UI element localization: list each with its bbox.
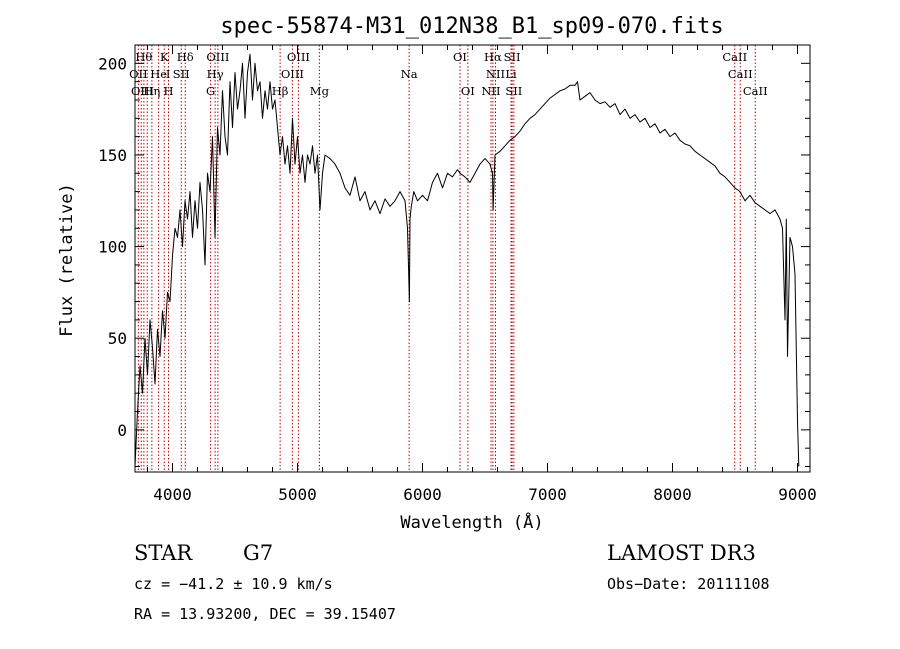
emission-line-label: OIII	[206, 50, 229, 64]
emission-line-label: SII	[504, 50, 521, 64]
emission-line-label: Hθ	[135, 50, 152, 64]
emission-line-label: OIII	[131, 84, 154, 98]
emission-line-label: Hγ	[207, 67, 224, 81]
emission-line-label: Hη	[143, 84, 160, 98]
redshift-readout: cz = −41.2 ± 10.9 km/s	[134, 575, 333, 593]
emission-line-label: OI	[453, 50, 467, 64]
emission-line-label: OIII	[281, 67, 304, 81]
emission-line-label: Mg	[310, 84, 330, 98]
y-tick-label: 150	[98, 146, 127, 165]
spectrum-series-line	[134, 53, 800, 467]
emission-line-label: OIII	[287, 50, 310, 64]
x-tick-label: 4000	[153, 485, 192, 504]
x-axis-ticks: 4000 5000 6000 7000 8000 9000	[147, 45, 817, 504]
emission-line-label: I	[166, 67, 171, 81]
emission-line-label: G	[206, 84, 215, 98]
emission-line-label: H	[163, 84, 173, 98]
emission-line-label: CaII	[743, 84, 768, 98]
object-class: STAR	[134, 541, 193, 565]
object-subclass: G7	[243, 541, 273, 565]
emission-line-label: SII	[173, 67, 190, 81]
y-axis-ticks: 0 50 100 150 200	[98, 54, 810, 468]
chart-title: spec-55874-M31_012N38_B1_sp09-070.fits	[220, 14, 723, 39]
ra-dec-readout: RA = 13.93200, DEC = 39.15407	[134, 605, 396, 623]
emission-line-label: K	[160, 50, 169, 64]
y-axis-label: Flux (relative)	[57, 183, 77, 337]
y-tick-label: 100	[98, 238, 127, 257]
x-tick-label: 7000	[528, 485, 567, 504]
x-tick-label: 6000	[403, 485, 442, 504]
x-tick-label: 8000	[653, 485, 692, 504]
emission-line-label: Hδ	[177, 50, 194, 64]
x-tick-label: 9000	[778, 485, 817, 504]
emission-line-label: OII	[129, 67, 148, 81]
emission-line-label: NII	[481, 84, 500, 98]
obs-date: Obs−Date: 20111108	[607, 575, 770, 593]
y-tick-label: 200	[98, 54, 127, 73]
emission-line-label: Li	[505, 67, 517, 81]
x-tick-label: 5000	[278, 485, 317, 504]
emission-line-label: He	[150, 67, 167, 81]
emission-line-label: SII	[505, 84, 522, 98]
y-tick-label: 0	[117, 421, 127, 440]
emission-line-label: NII	[486, 67, 505, 81]
emission-line-label: Hα	[484, 50, 502, 64]
emission-line-label: CaII	[722, 50, 747, 64]
plot-frame	[134, 44, 811, 473]
x-axis-label: Wavelength (Å)	[400, 511, 543, 533]
emission-line-label: Hβ	[272, 84, 289, 98]
survey-name: LAMOST DR3	[607, 541, 756, 565]
emission-line-label: Na	[401, 67, 418, 81]
emission-line-label: CaII	[728, 67, 753, 81]
emission-line-markers	[137, 45, 756, 472]
y-tick-label: 50	[108, 329, 127, 348]
emission-line-label: OI	[461, 84, 475, 98]
